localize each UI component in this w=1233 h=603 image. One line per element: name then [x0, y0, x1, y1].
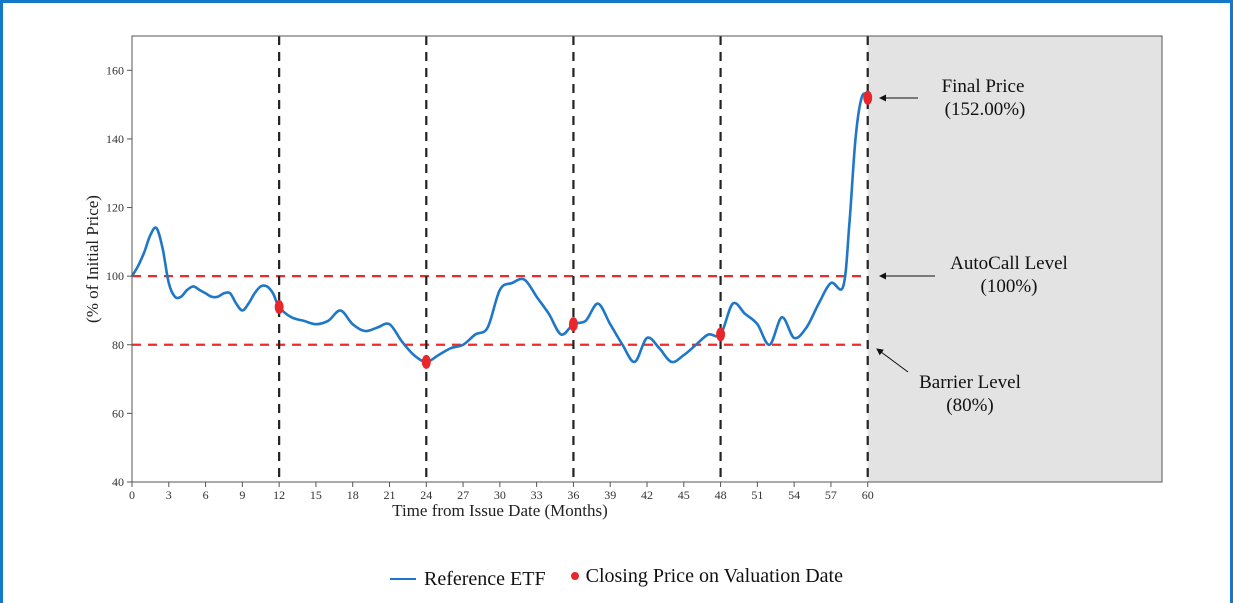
final-price-label: Final Price [942, 76, 1025, 97]
x-tick-label: 15 [310, 488, 322, 502]
barrier-level-value: (80%) [946, 395, 993, 416]
x-tick-label: 57 [825, 488, 837, 502]
x-tick-label: 27 [457, 488, 469, 502]
x-axis-title: Time from Issue Date (Months) [392, 501, 608, 520]
x-tick-label: 54 [788, 488, 800, 502]
x-tick-label: 33 [531, 488, 543, 502]
y-tick-label: 80 [112, 338, 124, 352]
x-axis-ticks: 0 3 6 9 12 15 18 21 24 27 30 33 36 39 42 45 48 51 54 57 60 [129, 482, 874, 502]
legend-item-reference-etf: Reference ETF [390, 568, 546, 591]
valuation-marker [716, 327, 726, 342]
x-tick-label: 51 [751, 488, 763, 502]
line-chart: 0 3 6 9 12 15 18 21 24 27 30 33 36 39 42 45 48 51 54 57 60 4… [83, 35, 1163, 520]
post-maturity-shaded-region [867, 36, 1162, 482]
y-tick-label: 40 [112, 475, 124, 489]
valuation-marker [421, 354, 431, 369]
valuation-markers [274, 90, 873, 369]
reference-etf-line [130, 92, 869, 364]
annotations: Final Price (152.00%) AutoCall Level (10… [876, 76, 1068, 416]
x-tick-label: 3 [166, 488, 172, 502]
x-tick-label: 24 [420, 488, 432, 502]
valuation-date-lines [278, 36, 869, 482]
x-tick-label: 60 [862, 488, 874, 502]
y-tick-label: 120 [106, 201, 124, 215]
y-tick-label: 160 [106, 63, 124, 77]
barrier-level-label: Barrier Level [919, 372, 1021, 393]
autocall-level-value: (100%) [981, 276, 1038, 297]
x-tick-label: 30 [494, 488, 506, 502]
x-tick-label: 36 [567, 488, 579, 502]
threshold-lines [132, 275, 868, 346]
barrier-arrow [876, 348, 909, 373]
final-price-value: (152.00%) [945, 99, 1026, 120]
x-tick-label: 45 [678, 488, 690, 502]
y-tick-label: 100 [106, 269, 124, 283]
x-tick-label: 9 [239, 488, 245, 502]
legend-item-closing-price: Closing Price on Valuation Date [570, 564, 843, 588]
valuation-marker [274, 300, 284, 315]
valuation-marker [568, 317, 578, 332]
y-axis-ticks: 40 60 80 100 120 140 160 [106, 63, 132, 489]
x-tick-label: 42 [641, 488, 653, 502]
x-tick-label: 0 [129, 488, 135, 502]
y-tick-label: 60 [112, 406, 124, 420]
x-tick-label: 18 [347, 488, 359, 502]
x-tick-label: 21 [384, 488, 396, 502]
autocall-level-label: AutoCall Level [950, 253, 1068, 274]
y-axis-title: (% of Initial Price) [83, 195, 102, 323]
x-tick-label: 48 [715, 488, 727, 502]
legend-label-closing-price: Closing Price on Valuation Date [585, 564, 843, 587]
x-tick-label: 12 [273, 488, 285, 502]
y-tick-label: 140 [106, 132, 124, 146]
valuation-marker [863, 90, 873, 105]
x-tick-label: 6 [203, 488, 209, 502]
legend-label-reference-etf: Reference ETF [424, 567, 546, 590]
x-tick-label: 39 [604, 488, 616, 502]
line-swatch-icon [390, 578, 416, 580]
legend: Reference ETF Closing Price on Valuation… [0, 563, 1233, 591]
dot-swatch-icon [570, 572, 579, 580]
